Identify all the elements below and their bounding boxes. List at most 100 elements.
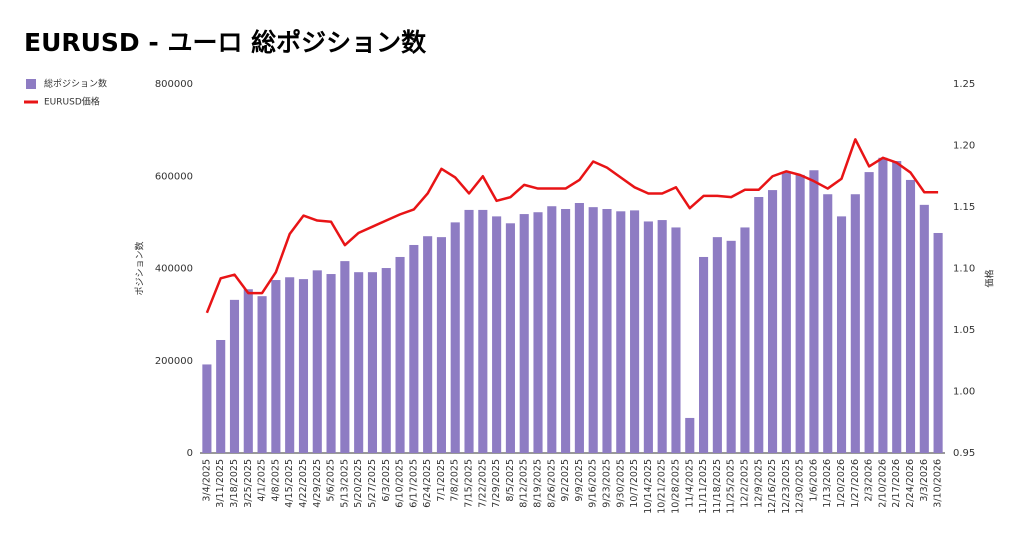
x-tick-label: 9/9/2025 (574, 459, 585, 502)
bar (381, 268, 391, 453)
bar (767, 190, 778, 453)
bar (257, 296, 267, 453)
x-tick-label: 7/15/2025 (464, 459, 475, 508)
x-tick-label: 7/8/2025 (450, 459, 461, 502)
bar (298, 279, 309, 453)
bar (478, 209, 488, 453)
bar (850, 194, 860, 453)
x-tick-label: 2/10/2026 (877, 459, 888, 508)
bar (285, 277, 295, 453)
x-tick-label: 5/6/2025 (326, 459, 337, 502)
bar (671, 227, 681, 453)
bar (864, 172, 874, 453)
bar (588, 207, 598, 453)
x-tick-label: 4/15/2025 (284, 459, 295, 508)
price-line (205, 138, 939, 314)
bar (878, 157, 888, 454)
x-tick-label: 7/22/2025 (477, 459, 488, 508)
bar (574, 203, 584, 453)
x-tick-label: 10/21/2025 (657, 459, 668, 514)
y2-tick-label: 1.15 (953, 202, 975, 213)
x-tick-label: 3/11/2025 (215, 459, 226, 508)
bar (436, 237, 446, 453)
y-tick-label: 600000 (155, 171, 193, 182)
x-tick-label: 4/22/2025 (298, 459, 309, 508)
x-tick-label: 4/29/2025 (312, 459, 323, 508)
bar (795, 174, 805, 453)
x-tick-label: 10/14/2025 (643, 459, 654, 514)
x-tick-label: 1/6/2026 (808, 459, 819, 502)
x-tick-label: 2/24/2026 (905, 459, 916, 508)
x-tick-label: 11/25/2025 (726, 459, 737, 514)
x-tick-label: 9/30/2025 (615, 459, 626, 508)
chart-title: EURUSD - ユーロ 総ポジション数 (24, 28, 427, 57)
bar (464, 209, 474, 453)
x-tick-label: 11/4/2025 (684, 459, 695, 508)
y-axis-title: ポジション数 (134, 241, 146, 295)
x-tick-label: 6/17/2025 (408, 459, 419, 508)
legend-label: 総ポジション数 (44, 78, 107, 90)
bar (685, 417, 695, 453)
bar (616, 211, 626, 453)
bar (519, 214, 529, 453)
bar (643, 221, 653, 453)
x-tick-label: 3/4/2025 (201, 459, 212, 502)
x-tick-label: 6/24/2025 (422, 459, 433, 508)
bar (781, 172, 791, 453)
y-tick-label: 0 (187, 448, 193, 459)
legend-swatch (26, 79, 36, 89)
x-tick-label: 3/18/2025 (229, 459, 240, 508)
bar (740, 227, 750, 453)
bar (919, 204, 929, 453)
x-tick-label: 6/3/2025 (381, 459, 392, 502)
x-tick-label: 3/25/2025 (243, 459, 254, 508)
x-tick-label: 4/1/2025 (257, 459, 268, 502)
x-tick-label: 1/27/2026 (850, 459, 861, 508)
x-tick-label: 8/5/2025 (505, 459, 516, 502)
bar (547, 206, 557, 453)
bar (823, 194, 833, 453)
legend-label: EURUSD価格 (44, 96, 100, 108)
x-tick-label: 4/8/2025 (270, 459, 281, 502)
bar (505, 223, 515, 453)
bar (367, 272, 378, 453)
y2-tick-label: 1.05 (953, 325, 975, 336)
x-tick-label: 12/2/2025 (739, 459, 750, 508)
y-tick-label: 200000 (155, 356, 193, 367)
bar (533, 212, 543, 453)
y2-axis-title: 価格 (984, 269, 996, 287)
bar (395, 256, 405, 453)
bar (423, 236, 433, 453)
bar (712, 237, 722, 453)
x-tick-label: 1/20/2026 (836, 459, 847, 508)
x-tick-label: 10/7/2025 (629, 459, 640, 508)
y2-tick-label: 1.00 (953, 387, 975, 398)
bar (243, 289, 253, 453)
bar (326, 274, 336, 453)
x-tick-label: 7/29/2025 (491, 459, 502, 508)
bar (492, 216, 502, 453)
x-tick-label: 11/18/2025 (712, 459, 723, 514)
x-tick-label: 7/1/2025 (436, 459, 447, 502)
bar (630, 210, 640, 453)
x-tick-label: 2/3/2026 (864, 459, 875, 502)
x-tick-label: 12/23/2025 (781, 459, 792, 514)
bar (754, 197, 764, 453)
x-tick-label: 5/13/2025 (339, 459, 350, 508)
bar (202, 364, 212, 453)
bar (657, 220, 667, 453)
bar (836, 216, 847, 453)
x-tick-label: 1/13/2026 (822, 459, 833, 508)
y-tick-label: 400000 (155, 264, 193, 275)
y-tick-label: 800000 (155, 79, 193, 90)
bar (450, 222, 460, 453)
x-tick-label: 12/30/2025 (795, 459, 806, 514)
y2-tick-label: 1.25 (953, 79, 975, 90)
bar (271, 280, 281, 453)
x-tick-label: 8/12/2025 (519, 459, 530, 508)
bar (699, 256, 709, 453)
y2-tick-label: 1.10 (953, 264, 975, 275)
bar (602, 208, 612, 453)
x-tick-label: 9/2/2025 (560, 459, 571, 502)
